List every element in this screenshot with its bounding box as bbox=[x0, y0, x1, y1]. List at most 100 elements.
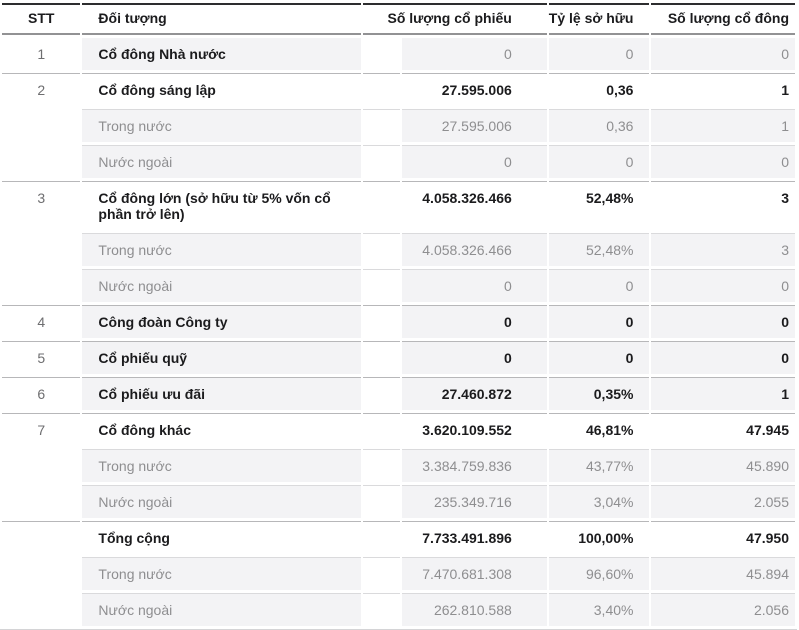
spacer-cell bbox=[362, 593, 401, 626]
ratio-cell: 0,36 bbox=[548, 73, 650, 106]
holders-cell: 47.945 bbox=[651, 413, 795, 446]
holders-cell: 0 bbox=[651, 38, 795, 70]
column-header-so-luong-co-phieu: Số lượng cổ phiếu bbox=[362, 3, 547, 35]
shares-cell: 27.595.006 bbox=[402, 109, 547, 142]
stt-cell: 2 bbox=[2, 73, 81, 178]
spacer-cell bbox=[362, 73, 401, 106]
shares-cell: 0 bbox=[402, 269, 547, 302]
spacer-cell bbox=[362, 485, 401, 518]
table-row: 5 Cổ phiếu quỹ 0 0 0 bbox=[2, 341, 795, 374]
stt-cell: 1 bbox=[2, 38, 81, 70]
label-cell: Tổng cộng bbox=[82, 521, 361, 554]
table-row: 4 Công đoàn Công ty 0 0 0 bbox=[2, 305, 795, 338]
spacer-cell bbox=[362, 557, 401, 590]
shares-cell: 235.349.716 bbox=[402, 485, 547, 518]
holders-cell: 45.890 bbox=[651, 449, 795, 482]
stt-cell: 7 bbox=[2, 413, 81, 518]
label-cell: Cổ đông khác bbox=[82, 413, 361, 446]
spacer-cell bbox=[362, 413, 401, 446]
spacer-cell bbox=[362, 377, 401, 410]
shareholder-table-body: 1 Cổ đông Nhà nước 0 0 0 2 Cổ đông sáng lập 27.… bbox=[2, 38, 795, 626]
stt-cell: 5 bbox=[2, 341, 81, 374]
shares-cell: 7.470.681.308 bbox=[402, 557, 547, 590]
shares-cell: 27.595.006 bbox=[402, 73, 547, 106]
table-row: Nước ngoài 235.349.716 3,04% 2.055 bbox=[2, 485, 795, 518]
spacer-cell bbox=[362, 233, 401, 266]
column-header-so-luong-co-dong: Số lượng cổ đông bbox=[651, 3, 795, 35]
label-cell: Cổ đông lớn (sở hữu từ 5% vốn cổ phần tr… bbox=[82, 181, 361, 230]
spacer-cell bbox=[362, 145, 401, 178]
table-row: Trong nước 4.058.326.466 52,48% 3 bbox=[2, 233, 795, 266]
label-cell: Trong nước bbox=[82, 449, 361, 482]
ratio-cell: 52,48% bbox=[548, 233, 650, 266]
label-cell: Nước ngoài bbox=[82, 269, 361, 302]
label-cell: Công đoàn Công ty bbox=[82, 305, 361, 338]
holders-cell: 45.894 bbox=[651, 557, 795, 590]
label-cell: Cổ phiếu ưu đãi bbox=[82, 377, 361, 410]
shares-cell: 262.810.588 bbox=[402, 593, 547, 626]
shares-cell: 0 bbox=[402, 305, 547, 338]
shares-cell: 3.384.759.836 bbox=[402, 449, 547, 482]
holders-cell: 0 bbox=[651, 341, 795, 374]
shares-cell: 7.733.491.896 bbox=[402, 521, 547, 554]
holders-cell: 2.056 bbox=[651, 593, 795, 626]
table-row: 2 Cổ đông sáng lập 27.595.006 0,36 1 bbox=[2, 73, 795, 178]
stt-cell: 6 bbox=[2, 377, 81, 410]
label-cell: Cổ đông Nhà nước bbox=[82, 38, 361, 70]
table-header-row: STT Đối tượng Số lượng cổ phiếu Tỷ lệ sở… bbox=[2, 3, 795, 35]
holders-cell: 0 bbox=[651, 305, 795, 338]
holders-cell: 1 bbox=[651, 377, 795, 410]
spacer-cell bbox=[362, 181, 401, 230]
table-row: 6 Cổ phiếu ưu đãi 27.460.872 0,35% 1 bbox=[2, 377, 795, 410]
ratio-cell: 100,00% bbox=[548, 521, 650, 554]
ratio-cell: 3,04% bbox=[548, 485, 650, 518]
column-header-doi-tuong: Đối tượng bbox=[82, 3, 361, 35]
ratio-cell: 52,48% bbox=[548, 181, 650, 230]
ratio-cell: 0,36 bbox=[548, 109, 650, 142]
table-row: Trong nước 3.384.759.836 43,77% 45.890 bbox=[2, 449, 795, 482]
column-header-ty-le-so-huu: Tỷ lệ sở hữu bbox=[548, 3, 650, 35]
label-cell: Cổ phiếu quỹ bbox=[82, 341, 361, 374]
ratio-cell: 0 bbox=[548, 269, 650, 302]
label-cell: Trong nước bbox=[82, 109, 361, 142]
label-cell: Trong nước bbox=[82, 233, 361, 266]
ratio-cell: 0 bbox=[548, 341, 650, 374]
ratio-cell: 0,35% bbox=[548, 377, 650, 410]
stt-cell bbox=[2, 521, 81, 626]
table-row: Nước ngoài 0 0 0 bbox=[2, 269, 795, 302]
table-row: Nước ngoài 262.810.588 3,40% 2.056 bbox=[2, 593, 795, 626]
holders-cell: 3 bbox=[651, 233, 795, 266]
spacer-cell bbox=[362, 305, 401, 338]
stt-cell: 3 bbox=[2, 181, 81, 302]
ratio-cell: 43,77% bbox=[548, 449, 650, 482]
table-row: Trong nước 7.470.681.308 96,60% 45.894 bbox=[2, 557, 795, 590]
spacer-cell bbox=[362, 449, 401, 482]
shares-cell: 4.058.326.466 bbox=[402, 181, 547, 230]
label-cell: Nước ngoài bbox=[82, 145, 361, 178]
label-cell: Nước ngoài bbox=[82, 593, 361, 626]
spacer-cell bbox=[362, 341, 401, 374]
spacer-cell bbox=[362, 269, 401, 302]
spacer-cell bbox=[362, 521, 401, 554]
table-row: 1 Cổ đông Nhà nước 0 0 0 bbox=[2, 38, 795, 70]
shares-cell: 4.058.326.466 bbox=[402, 233, 547, 266]
ratio-cell: 0 bbox=[548, 145, 650, 178]
holders-cell: 1 bbox=[651, 109, 795, 142]
label-cell: Cổ đông sáng lập bbox=[82, 73, 361, 106]
ratio-cell: 46,81% bbox=[548, 413, 650, 446]
table-row: Tổng cộng 7.733.491.896 100,00% 47.950 bbox=[2, 521, 795, 626]
column-header-stt: STT bbox=[2, 3, 81, 35]
shares-cell: 27.460.872 bbox=[402, 377, 547, 410]
holders-cell: 0 bbox=[651, 145, 795, 178]
shares-cell: 0 bbox=[402, 38, 547, 70]
label-cell: Nước ngoài bbox=[82, 485, 361, 518]
stt-cell: 4 bbox=[2, 305, 81, 338]
holders-cell: 2.055 bbox=[651, 485, 795, 518]
ratio-cell: 0 bbox=[548, 305, 650, 338]
spacer-cell bbox=[362, 38, 401, 70]
table-row: 3 Cổ đông lớn (sở hữu từ 5% vốn cổ phần t… bbox=[2, 181, 795, 302]
ratio-cell: 3,40% bbox=[548, 593, 650, 626]
spacer-cell bbox=[362, 109, 401, 142]
